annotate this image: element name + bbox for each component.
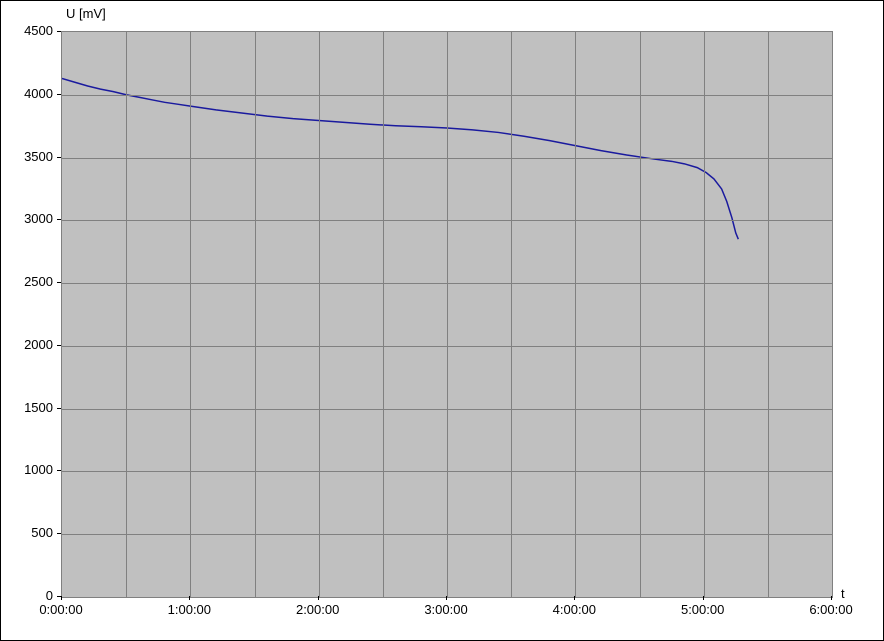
y-tick-mark — [57, 345, 61, 346]
grid-line-v — [575, 32, 576, 597]
grid-line-v — [447, 32, 448, 597]
y-tick-mark — [57, 533, 61, 534]
grid-line-v-minor — [255, 32, 256, 597]
y-tick-label: 2500 — [24, 274, 53, 289]
x-tick-mark — [703, 596, 704, 600]
y-tick-mark — [57, 219, 61, 220]
y-tick-label: 0 — [46, 588, 53, 603]
x-tick-mark — [61, 596, 62, 600]
x-tick-mark — [831, 596, 832, 600]
chart-container: U [mV] t 0 500 1000 1500 2000 2500 3000 3500 400… — [0, 0, 884, 641]
y-tick-label: 4500 — [24, 23, 53, 38]
y-tick-label: 3000 — [24, 211, 53, 226]
x-tick-label: 6:00:00 — [809, 602, 852, 617]
grid-line-v-minor — [768, 32, 769, 597]
grid-line-v-minor — [126, 32, 127, 597]
y-tick-mark — [57, 94, 61, 95]
grid-line-v — [190, 32, 191, 597]
x-tick-mark — [446, 596, 447, 600]
x-tick-label: 5:00:00 — [681, 602, 724, 617]
y-tick-mark — [57, 470, 61, 471]
x-tick-label: 3:00:00 — [424, 602, 467, 617]
x-tick-mark — [574, 596, 575, 600]
x-tick-label: 2:00:00 — [296, 602, 339, 617]
x-tick-mark — [189, 596, 190, 600]
y-tick-label: 500 — [31, 525, 53, 540]
grid-line-v — [319, 32, 320, 597]
x-tick-label: 0:00:00 — [39, 602, 82, 617]
x-tick-label: 4:00:00 — [553, 602, 596, 617]
grid-line-v-minor — [640, 32, 641, 597]
series-line-voltage — [62, 78, 738, 239]
y-tick-label: 3500 — [24, 149, 53, 164]
y-tick-label: 1000 — [24, 462, 53, 477]
x-tick-mark — [318, 596, 319, 600]
grid-line-v-minor — [383, 32, 384, 597]
y-tick-mark — [57, 408, 61, 409]
plot-area — [61, 31, 833, 598]
x-axis-title: t — [841, 586, 845, 601]
y-axis-title: U [mV] — [66, 6, 106, 21]
y-tick-mark — [57, 157, 61, 158]
y-tick-label: 2000 — [24, 337, 53, 352]
y-tick-label: 4000 — [24, 86, 53, 101]
grid-line-v-minor — [511, 32, 512, 597]
y-tick-mark — [57, 282, 61, 283]
y-tick-label: 1500 — [24, 400, 53, 415]
grid-line-v — [704, 32, 705, 597]
y-tick-mark — [57, 31, 61, 32]
x-tick-label: 1:00:00 — [168, 602, 211, 617]
